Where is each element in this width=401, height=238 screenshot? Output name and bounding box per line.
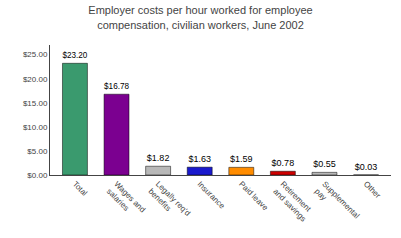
svg-text:$16.78: $16.78: [104, 82, 129, 91]
svg-text:$25.00: $25.00: [23, 50, 48, 59]
svg-text:Employer costs per hour worked: Employer costs per hour worked for emplo…: [88, 4, 312, 30]
svg-text:$0.00: $0.00: [27, 171, 48, 180]
svg-text:$10.00: $10.00: [23, 123, 48, 132]
svg-text:Retirementand savings: Retirementand savings: [271, 179, 315, 223]
svg-text:Wages andsalaries: Wages andsalaries: [105, 179, 147, 221]
svg-text:$5.00: $5.00: [27, 147, 48, 156]
svg-text:Legally req'dbenefits: Legally req'dbenefits: [147, 179, 193, 225]
svg-text:$23.20: $23.20: [63, 51, 88, 60]
svg-text:Insurance: Insurance: [195, 179, 227, 211]
svg-text:$1.82: $1.82: [147, 153, 170, 163]
svg-text:Other: Other: [362, 179, 383, 200]
svg-text:$0.03: $0.03: [355, 162, 378, 172]
svg-text:Paid leave: Paid leave: [237, 179, 270, 212]
svg-text:Supplementalpay: Supplementalpay: [313, 179, 361, 227]
svg-text:$20.00: $20.00: [23, 75, 48, 84]
svg-text:$0.78: $0.78: [272, 158, 295, 168]
svg-text:$1.63: $1.63: [188, 154, 211, 164]
svg-text:$15.00: $15.00: [23, 99, 48, 108]
svg-text:Total: Total: [71, 179, 89, 197]
svg-text:$0.55: $0.55: [313, 159, 336, 169]
svg-text:$1.59: $1.59: [230, 154, 253, 164]
